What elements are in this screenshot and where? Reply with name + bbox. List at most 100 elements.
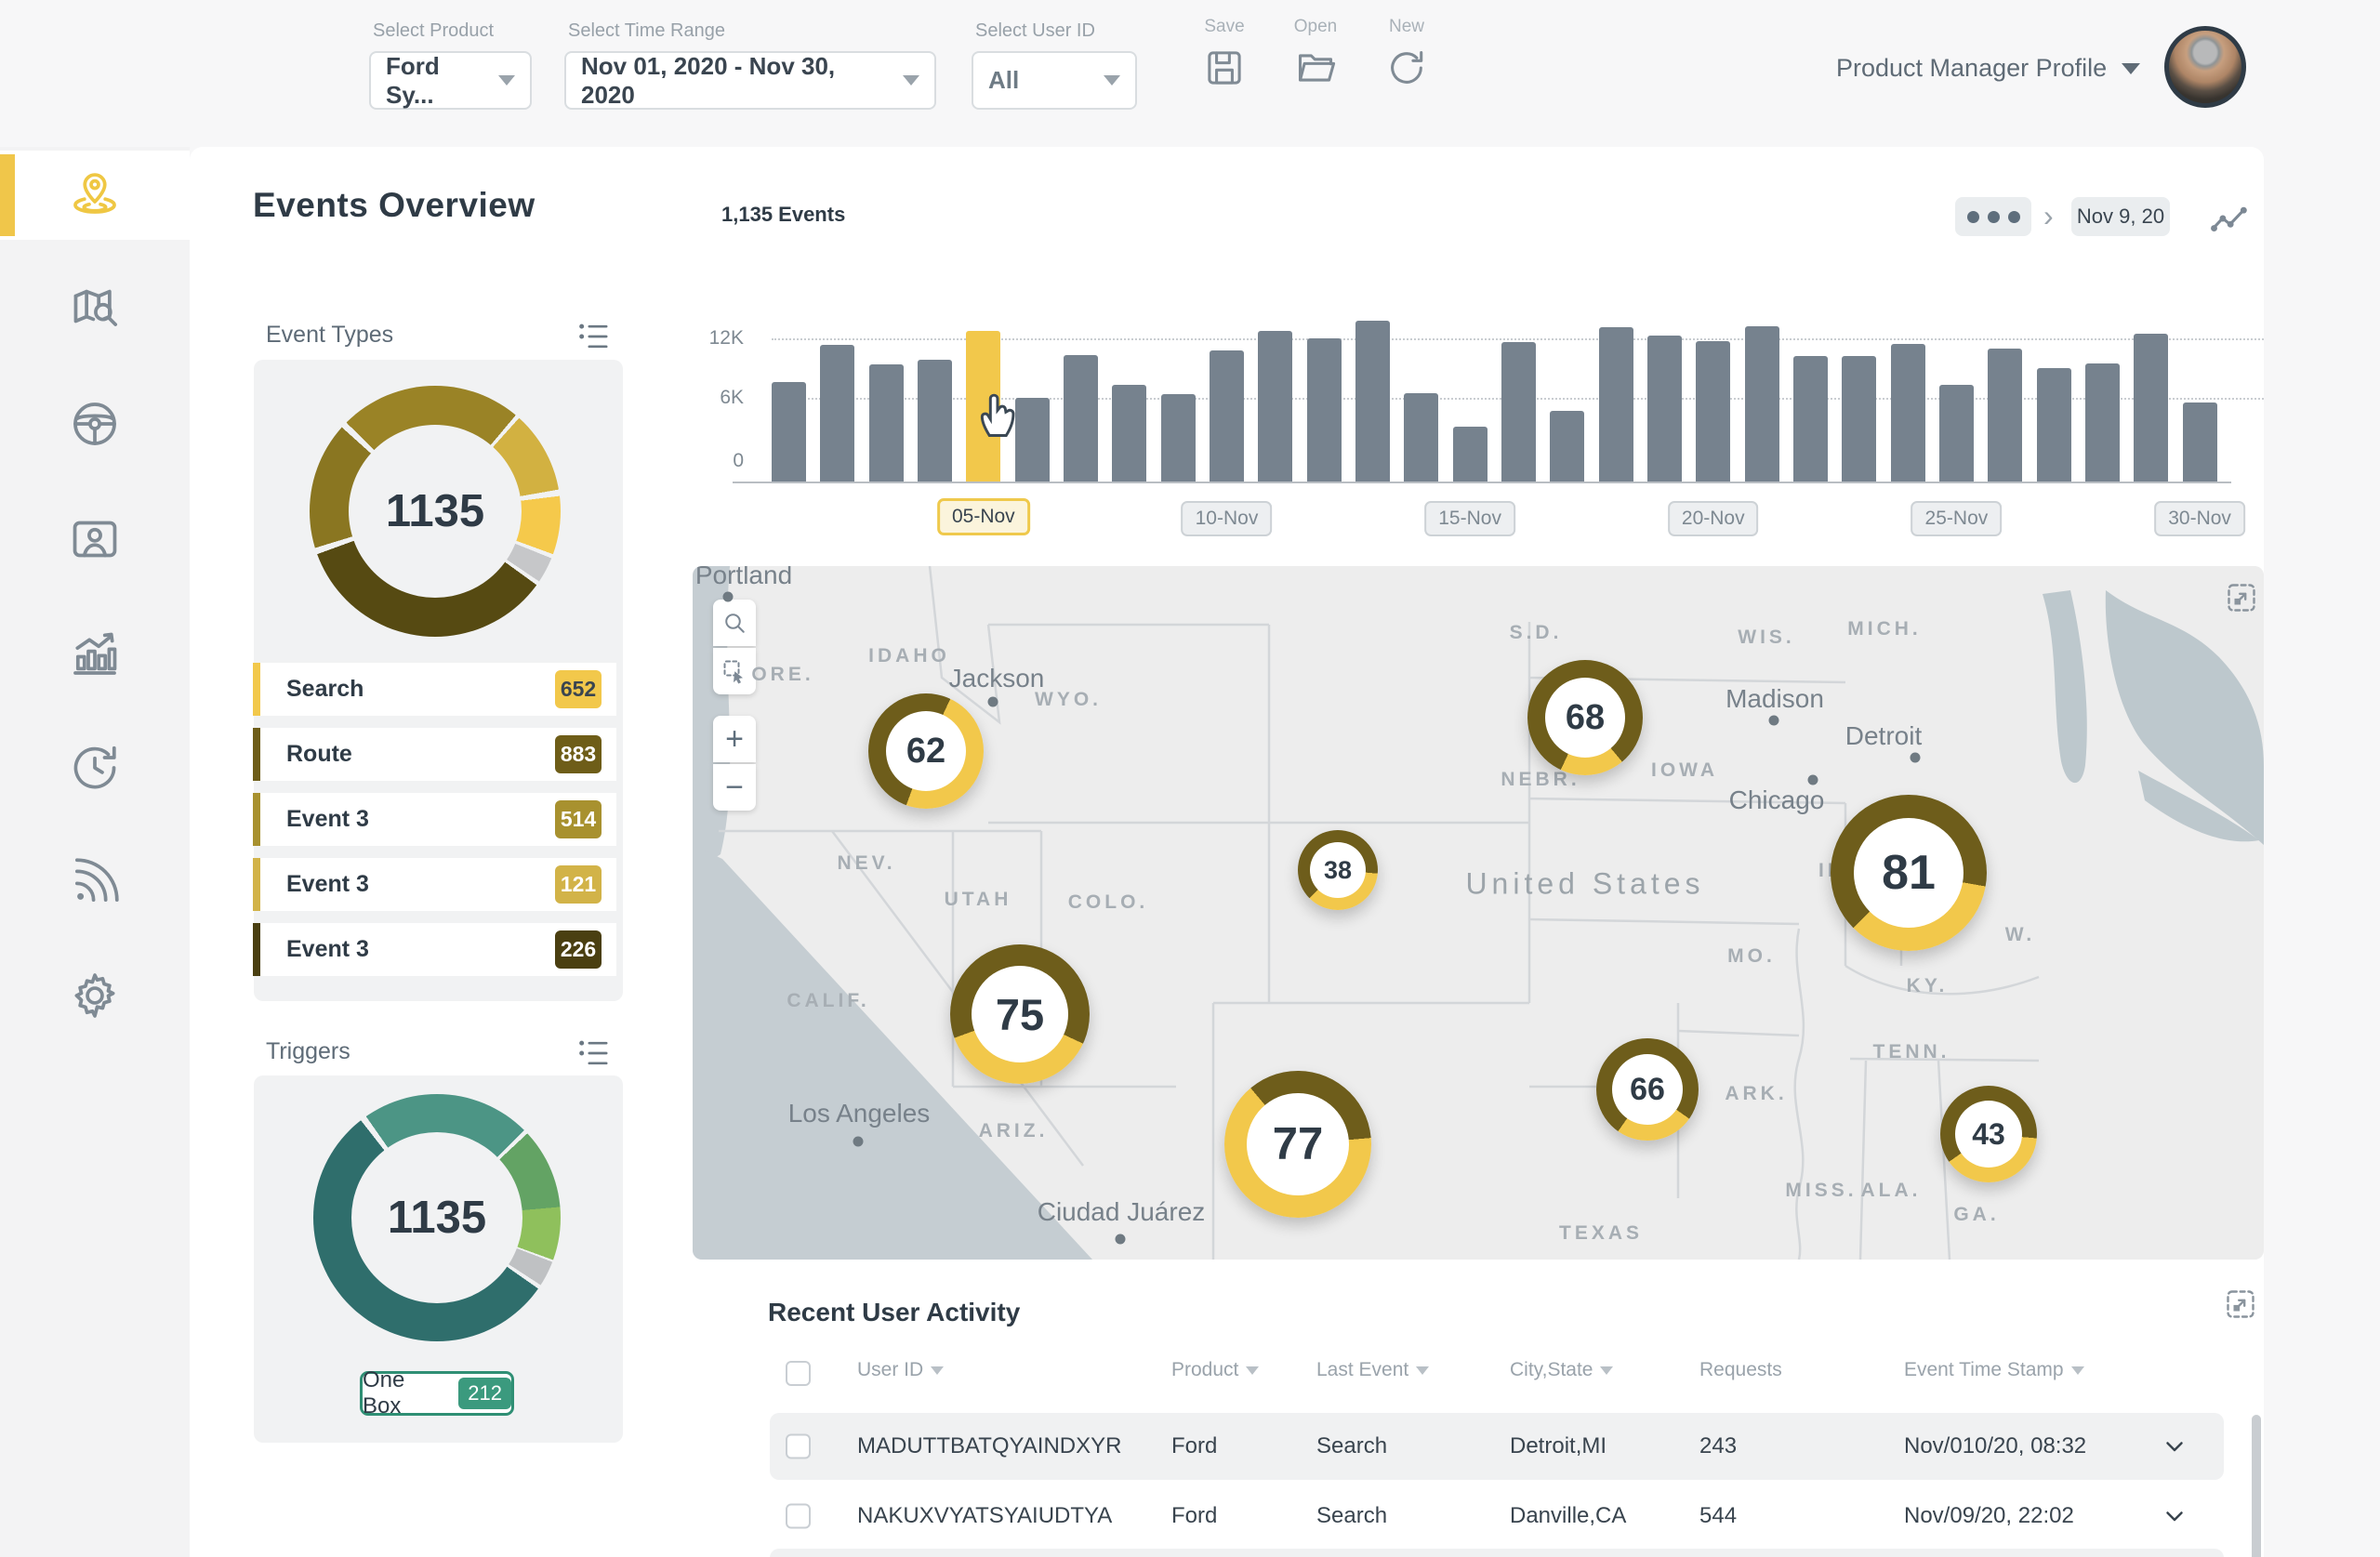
map-marker-62[interactable]: 62 — [868, 693, 984, 809]
map-label-miss: MISS. — [1785, 1180, 1858, 1201]
bar-day-10[interactable] — [1209, 350, 1244, 482]
table-scrollbar[interactable] — [2252, 1415, 2261, 1557]
map-marker-77[interactable]: 77 — [1224, 1071, 1371, 1218]
profile-menu[interactable]: Product Manager Profile — [1836, 54, 2141, 83]
bar-day-18[interactable] — [1598, 326, 1633, 482]
map-marker-66[interactable]: 66 — [1596, 1038, 1699, 1141]
sidebar-item-map-search[interactable] — [0, 264, 190, 353]
column-header-city-state[interactable]: City,State — [1510, 1359, 1614, 1381]
sidebar-item-feeds[interactable] — [0, 838, 190, 927]
avatar[interactable] — [2164, 26, 2246, 108]
bar-day-3[interactable] — [868, 363, 904, 482]
triggers-donut[interactable]: 1135 — [313, 1094, 561, 1341]
column-header-event-time-stamp[interactable]: Event Time Stamp — [1904, 1359, 2084, 1381]
map-magnifier-button[interactable] — [713, 600, 756, 646]
legend-row-event-3-514[interactable]: Event 3 514 — [253, 793, 616, 846]
row-expand-chevron-icon[interactable] — [2161, 1432, 2188, 1460]
bar-day-20[interactable] — [1696, 341, 1731, 482]
bar-day-14[interactable] — [1404, 392, 1439, 482]
sidebar-item-users[interactable] — [0, 495, 190, 584]
legend-value-badge: 883 — [555, 735, 602, 773]
map-marker-75[interactable]: 75 — [950, 944, 1090, 1084]
bar-day-26[interactable] — [1988, 349, 2023, 482]
legend-row-route-883[interactable]: Route 883 — [253, 728, 616, 781]
save-button[interactable]: Save — [1192, 17, 1257, 94]
product-dropdown[interactable]: Ford Sy... — [369, 51, 532, 110]
legend-row-event-3-121[interactable]: Event 3 121 — [253, 858, 616, 911]
us-map[interactable]: + − ORE. IDAHO WYO. NEV. UTAH COLO. CALIF. ARIZ… — [693, 566, 2264, 1260]
bar-day-27[interactable] — [2036, 368, 2071, 482]
column-header-user-id[interactable]: User ID — [857, 1359, 945, 1381]
bar-day-7[interactable] — [1063, 354, 1098, 482]
bar-day-23[interactable] — [1842, 355, 1877, 482]
bar-day-15[interactable] — [1452, 427, 1488, 482]
open-button[interactable]: Open — [1283, 17, 1348, 94]
bar-day-13[interactable] — [1355, 321, 1390, 482]
table-row-NAKUXVYATSYAIUDTYA[interactable]: NAKUXVYATSYAIUDTYA Ford Search Danville,CA 5… — [770, 1491, 2224, 1541]
column-header-product[interactable]: Product — [1171, 1359, 1260, 1381]
expand-table-icon[interactable] — [2224, 1287, 2257, 1321]
bar-day-4[interactable] — [917, 360, 952, 482]
map-marker-38[interactable]: 38 — [1298, 830, 1378, 910]
bar-day-22[interactable] — [1792, 355, 1828, 482]
bar-day-8[interactable] — [1112, 384, 1147, 482]
legend-row-event-3-226[interactable]: Event 3 226 — [253, 923, 616, 976]
map-marker-43[interactable]: 43 — [1940, 1086, 2037, 1182]
line-chart-icon[interactable] — [2205, 197, 2254, 240]
event-types-donut[interactable]: 1135 — [310, 386, 561, 637]
select-product-label: Select Product — [373, 20, 495, 41]
time-range-dropdown[interactable]: Nov 01, 2020 - Nov 30, 2020 — [564, 51, 936, 110]
bar-day-17[interactable] — [1550, 410, 1585, 482]
column-header-last-event[interactable]: Last Event — [1316, 1359, 1430, 1381]
date-pill-05-Nov[interactable]: 05-Nov — [936, 498, 1030, 535]
sort-caret-icon — [2070, 1366, 2084, 1375]
sidebar-item-driving[interactable] — [0, 379, 190, 468]
new-button[interactable]: New — [1374, 17, 1439, 94]
map-marquee-select-button[interactable] — [713, 648, 756, 694]
list-icon[interactable] — [573, 318, 614, 355]
date-pill-30-Nov[interactable]: 30-Nov — [2154, 501, 2245, 536]
sidebar-item-analytics[interactable] — [0, 609, 190, 698]
legend-row-search-652[interactable]: Search 652 — [253, 663, 616, 716]
map-marker-81[interactable]: 81 — [1831, 795, 1987, 951]
date-pill-15-Nov[interactable]: 15-Nov — [1424, 501, 1515, 536]
map-zoom-in-button[interactable]: + — [713, 716, 756, 762]
row-checkbox[interactable] — [786, 1433, 811, 1459]
chart-icon — [73, 632, 117, 675]
sidebar-item-events[interactable] — [0, 151, 190, 240]
bar-day-11[interactable] — [1258, 331, 1293, 482]
one-box-button[interactable]: One Box 212 — [360, 1367, 514, 1418]
list-icon[interactable] — [573, 1035, 614, 1072]
user-id-dropdown[interactable]: All — [972, 51, 1137, 110]
sidebar-item-history[interactable] — [0, 723, 190, 812]
date-pill-20-Nov[interactable]: 20-Nov — [1667, 501, 1759, 536]
bar-day-5[interactable] — [966, 331, 1001, 482]
table-row-partial[interactable] — [770, 1549, 2224, 1557]
bar-day-30[interactable] — [2182, 402, 2217, 482]
bar-day-9[interactable] — [1160, 393, 1196, 482]
bar-day-29[interactable] — [2134, 333, 2169, 482]
bar-day-6[interactable] — [1014, 398, 1050, 482]
date-pill-10-Nov[interactable]: 10-Nov — [1181, 501, 1273, 536]
sidebar-item-settings[interactable] — [0, 951, 190, 1040]
row-checkbox[interactable] — [786, 1503, 811, 1529]
row-expand-chevron-icon[interactable] — [2161, 1502, 2188, 1530]
map-zoom-out-button[interactable]: − — [713, 764, 756, 811]
column-header-requests[interactable]: Requests — [1699, 1359, 1782, 1380]
table-row-MADUTTBATQYAINDXYR[interactable]: MADUTTBATQYAINDXYR Ford Search Detroit,MI 24… — [770, 1413, 2224, 1480]
bar-day-19[interactable] — [1646, 335, 1682, 482]
bar-day-25[interactable] — [1938, 384, 1974, 482]
date-pill-25-Nov[interactable]: 25-Nov — [1911, 501, 2003, 536]
more-options-button[interactable] — [1955, 197, 2031, 236]
bar-day-21[interactable] — [1744, 325, 1779, 482]
bar-day-2[interactable] — [820, 344, 855, 482]
expand-map-icon[interactable] — [2225, 581, 2258, 614]
map-marker-68[interactable]: 68 — [1527, 660, 1643, 775]
bar-day-24[interactable] — [1890, 343, 1925, 482]
date-chip[interactable]: Nov 9, 20 — [2071, 197, 2170, 236]
bar-day-12[interactable] — [1306, 338, 1342, 482]
bar-day-1[interactable] — [772, 381, 806, 482]
select-all-checkbox[interactable] — [786, 1361, 811, 1386]
bar-day-16[interactable] — [1501, 342, 1536, 482]
bar-day-28[interactable] — [2084, 363, 2120, 482]
